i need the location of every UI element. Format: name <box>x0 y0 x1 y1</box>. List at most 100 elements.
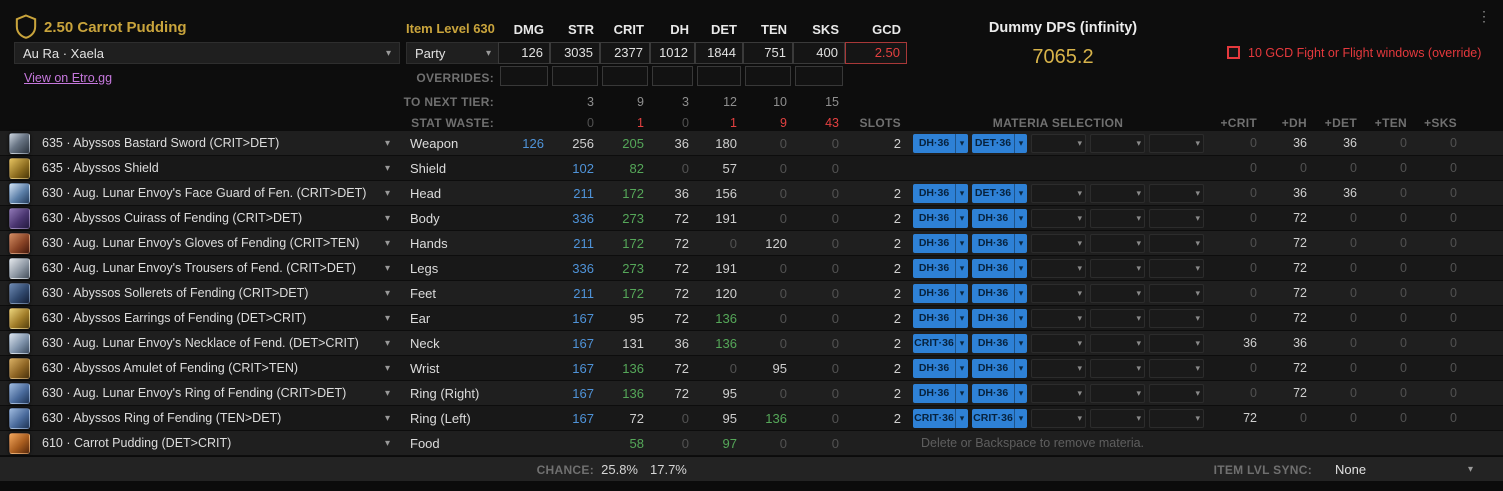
materia-select-empty[interactable]: ▾ <box>1031 208 1086 228</box>
materia-select-empty[interactable]: ▾ <box>1090 183 1145 203</box>
chevron-down-icon: ▾ <box>1077 387 1082 398</box>
bonus-dh: 72 <box>1293 261 1307 275</box>
materia-select[interactable]: DH·36 ▾ <box>913 183 968 203</box>
materia-select-empty[interactable]: ▾ <box>1090 258 1145 278</box>
bonus-crit: 36 <box>1243 336 1257 350</box>
item-select[interactable]: 635 · Abyssos Shield ▾ <box>38 161 398 175</box>
materia-select[interactable]: CRIT·36 ▾ <box>972 408 1027 428</box>
materia-select[interactable]: DH·36 ▾ <box>972 333 1027 353</box>
materia-select-empty[interactable]: ▾ <box>1149 283 1204 303</box>
materia-select-empty[interactable]: ▾ <box>1031 408 1086 428</box>
materia-select-empty[interactable]: ▾ <box>1031 308 1086 328</box>
override-input-dmg[interactable] <box>500 66 548 86</box>
materia-slots-count: 2 <box>893 310 901 326</box>
item-select[interactable]: 630 · Aug. Lunar Envoy's Ring of Fending… <box>38 386 398 400</box>
materia-select[interactable]: DH·36 ▾ <box>913 258 968 278</box>
materia-select[interactable]: DH·36 ▾ <box>913 208 968 228</box>
menu-icon[interactable]: ⋮ <box>1477 8 1491 24</box>
materia-select[interactable]: DH·36 ▾ <box>972 283 1027 303</box>
item-icon-cell <box>0 207 38 229</box>
override-input-dh[interactable] <box>652 66 693 86</box>
materia-select[interactable]: CRIT·36 ▾ <box>913 333 968 353</box>
materia-select[interactable]: DET·36 ▾ <box>972 183 1027 203</box>
materia-select-empty[interactable]: ▾ <box>1090 208 1145 228</box>
materia-select[interactable]: DH·36 ▾ <box>972 258 1027 278</box>
item-select[interactable]: 630 · Aug. Lunar Envoy's Trousers of Fen… <box>38 261 398 275</box>
stat-waste-dh: 0 <box>682 116 689 130</box>
chevron-down-icon: ▾ <box>1014 383 1027 403</box>
item-select[interactable]: 630 · Abyssos Amulet of Fending (CRIT>TE… <box>38 361 398 375</box>
materia-select[interactable]: DH·36 ▾ <box>913 133 968 153</box>
materia-select-empty[interactable]: ▾ <box>1031 333 1086 353</box>
item-select[interactable]: 630 · Aug. Lunar Envoy's Face Guard of F… <box>38 186 398 200</box>
item-select[interactable]: 630 · Abyssos Cuirass of Fending (CRIT>D… <box>38 211 398 225</box>
item-select[interactable]: 635 · Abyssos Bastard Sword (CRIT>DET) ▾ <box>38 136 398 150</box>
bonus-crit: 0 <box>1250 286 1257 300</box>
materia-select-empty[interactable]: ▾ <box>1031 283 1086 303</box>
materia-select-empty[interactable]: ▾ <box>1149 333 1204 353</box>
materia-select-empty[interactable]: ▾ <box>1149 233 1204 253</box>
materia-select-empty[interactable]: ▾ <box>1149 383 1204 403</box>
stat-column-header-gcd: GCD <box>872 22 901 37</box>
item-select[interactable]: 630 · Aug. Lunar Envoy's Necklace of Fen… <box>38 336 398 350</box>
materia-select-empty[interactable]: ▾ <box>1149 308 1204 328</box>
bonus-ten: 0 <box>1400 161 1407 175</box>
materia-select-empty[interactable]: ▾ <box>1031 383 1086 403</box>
materia-select-empty[interactable]: ▾ <box>1090 358 1145 378</box>
override-input-sks[interactable] <box>795 66 843 86</box>
materia-select-empty[interactable]: ▾ <box>1090 408 1145 428</box>
materia-select[interactable]: DH·36 ▾ <box>972 383 1027 403</box>
materia-select[interactable]: DH·36 ▾ <box>913 308 968 328</box>
stat-dh: 0 <box>681 160 689 176</box>
materia-select-empty[interactable]: ▾ <box>1031 358 1086 378</box>
item-select[interactable]: 630 · Abyssos Sollerets of Fending (CRIT… <box>38 286 398 300</box>
materia-select-empty[interactable]: ▾ <box>1031 233 1086 253</box>
materia-select[interactable]: DH·36 ▾ <box>913 383 968 403</box>
stat-column-header-ten: TEN <box>761 22 787 37</box>
materia-select-empty[interactable]: ▾ <box>1090 333 1145 353</box>
materia-select-empty[interactable]: ▾ <box>1031 183 1086 203</box>
item-select[interactable]: 630 · Abyssos Earrings of Fending (DET>C… <box>38 311 398 325</box>
materia-select-empty[interactable]: ▾ <box>1090 308 1145 328</box>
gcd-override-checkbox[interactable] <box>1227 46 1240 59</box>
character-select[interactable]: Au Ra · Xaela ▾ <box>14 42 400 64</box>
party-select[interactable]: Party ▾ <box>406 42 500 64</box>
override-input-crit[interactable] <box>602 66 648 86</box>
etro-link[interactable]: View on Etro.gg <box>24 71 113 85</box>
override-input-det[interactable] <box>697 66 741 86</box>
materia-select-empty[interactable]: ▾ <box>1149 183 1204 203</box>
materia-select[interactable]: DH·36 ▾ <box>972 208 1027 228</box>
item-select[interactable]: 630 · Aug. Lunar Envoy's Gloves of Fendi… <box>38 236 398 250</box>
materia-select[interactable]: DH·36 ▾ <box>972 358 1027 378</box>
materia-select[interactable]: DH·36 ▾ <box>972 233 1027 253</box>
materia-select[interactable]: CRIT·36 ▾ <box>913 408 968 428</box>
materia-select-empty[interactable]: ▾ <box>1149 408 1204 428</box>
materia-select[interactable]: DH·36 ▾ <box>972 308 1027 328</box>
materia-select-empty[interactable]: ▾ <box>1149 133 1204 153</box>
materia-select-empty[interactable]: ▾ <box>1031 133 1086 153</box>
bonus-sks: 0 <box>1450 261 1457 275</box>
stat-dh: 72 <box>674 210 689 226</box>
chevron-down-icon: ▾ <box>1077 362 1082 373</box>
item-icon-cell <box>0 407 38 429</box>
materia-select-empty[interactable]: ▾ <box>1031 258 1086 278</box>
materia-select[interactable]: DH·36 ▾ <box>913 283 968 303</box>
item-select[interactable]: 610 · Carrot Pudding (DET>CRIT) ▾ <box>38 436 398 450</box>
stat-crit: 58 <box>629 435 644 451</box>
item-lvl-sync-select[interactable]: None <box>1335 462 1367 477</box>
materia-select-empty[interactable]: ▾ <box>1149 258 1204 278</box>
override-input-ten[interactable] <box>745 66 791 86</box>
materia-select-empty[interactable]: ▾ <box>1090 383 1145 403</box>
materia-select[interactable]: DH·36 ▾ <box>913 358 968 378</box>
override-input-str[interactable] <box>552 66 598 86</box>
materia-select-empty[interactable]: ▾ <box>1090 133 1145 153</box>
materia-select[interactable]: DET·36 ▾ <box>972 133 1027 153</box>
materia-select[interactable]: DH·36 ▾ <box>913 233 968 253</box>
materia-select-empty[interactable]: ▾ <box>1149 358 1204 378</box>
materia-select-empty[interactable]: ▾ <box>1090 233 1145 253</box>
item-select[interactable]: 630 · Abyssos Ring of Fending (TEN>DET) ▾ <box>38 411 398 425</box>
materia-cell: DH·36 ▾ DET·36 ▾ ▾ ▾ ▾ <box>907 133 1209 153</box>
materia-select-empty[interactable]: ▾ <box>1149 208 1204 228</box>
chevron-down-icon: ▾ <box>1077 212 1082 223</box>
materia-select-empty[interactable]: ▾ <box>1090 283 1145 303</box>
